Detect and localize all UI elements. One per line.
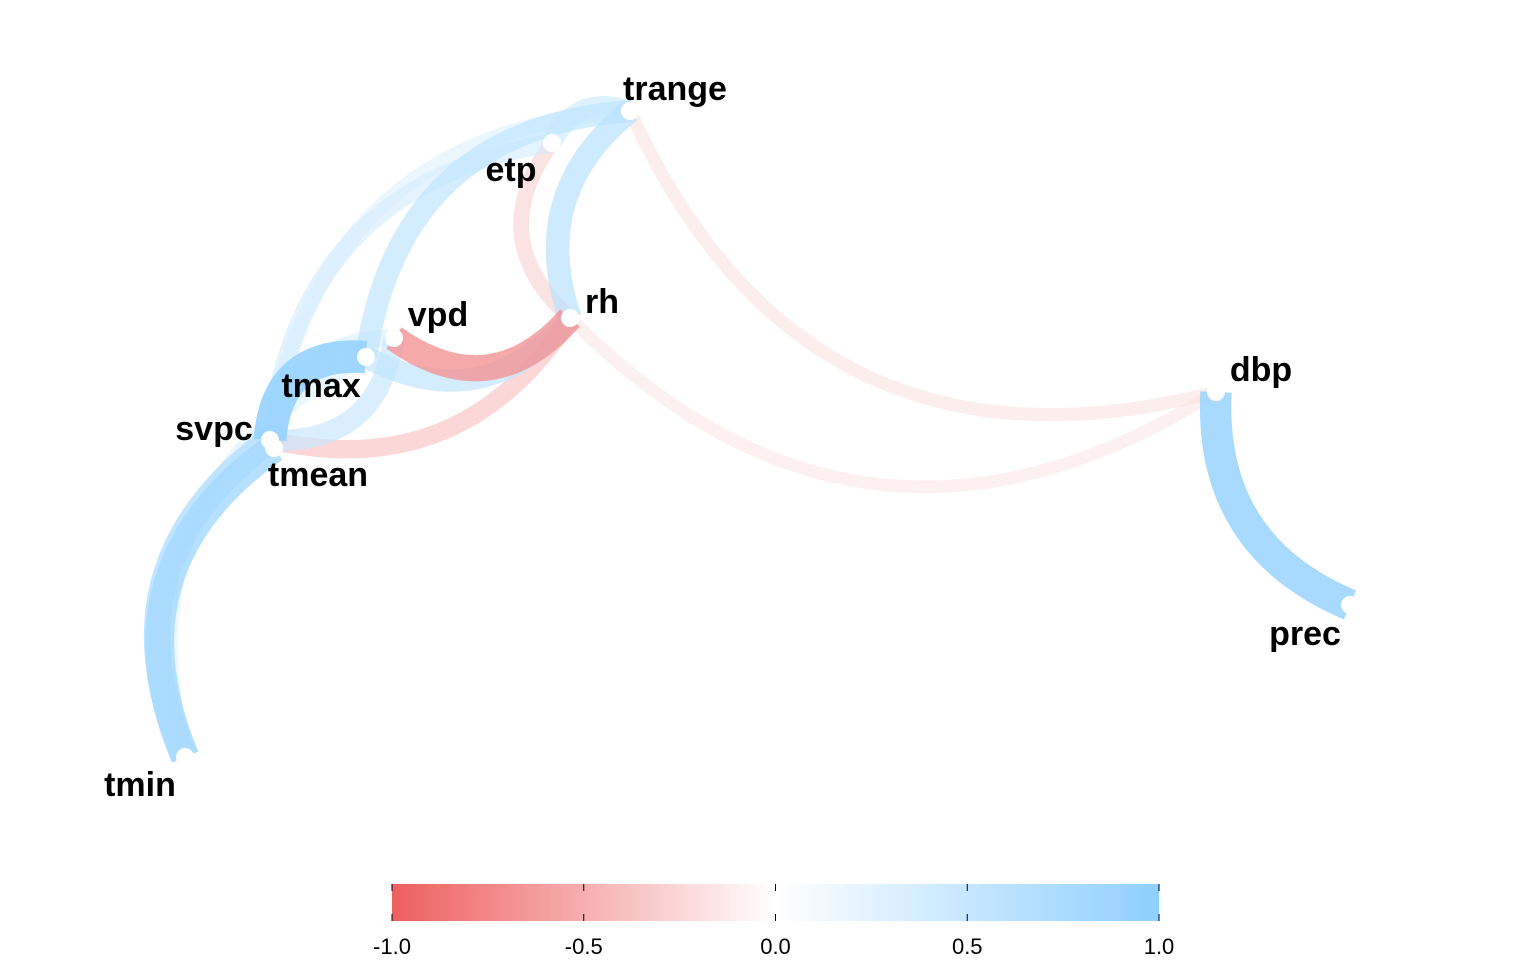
edge-etp-rh	[513, 138, 576, 324]
node-label-prec: prec	[1269, 615, 1341, 653]
node-tmax	[357, 348, 375, 366]
node-label-tmean: tmean	[268, 456, 368, 494]
colorbar-tick-label: 0.0	[760, 934, 791, 959]
edge-dbp-prec	[1199, 391, 1357, 620]
node-label-dbp: dbp	[1230, 351, 1292, 389]
colorbar-tick-label: 0.5	[952, 934, 983, 959]
edge-tmean-tmin	[145, 436, 283, 763]
edge-rh-dbp	[565, 313, 1220, 494]
nodes-layer	[176, 102, 1359, 766]
colorbar-tick-label: -0.5	[565, 934, 603, 959]
node-label-tmax: tmax	[281, 367, 360, 405]
node-label-tmin: tmin	[104, 766, 176, 804]
color-legend: -1.0 -0.5 0.0 0.5 1.0	[373, 884, 1174, 959]
edge-trange-dbp	[623, 108, 1218, 422]
node-label-etp: etp	[486, 151, 537, 189]
edge-tmax-svpc	[253, 340, 368, 442]
node-vpd	[385, 329, 403, 347]
edge-trange-rh	[545, 101, 638, 322]
node-tmean	[265, 439, 283, 457]
node-etp	[543, 134, 561, 152]
node-trange	[621, 102, 639, 120]
edges-layer	[143, 95, 1357, 763]
node-tmin	[176, 748, 194, 766]
node-label-svpc: svpc	[175, 410, 253, 448]
edge-trange-tmax	[354, 99, 631, 359]
colorbar-tick-label: -1.0	[373, 934, 411, 959]
node-label-rh: rh	[585, 283, 619, 321]
node-rh	[561, 309, 579, 327]
colorbar-tick-label: 1.0	[1144, 934, 1175, 959]
edge-vpd-rh	[386, 309, 580, 382]
node-label-trange: trange	[623, 70, 727, 108]
node-label-vpd: vpd	[408, 296, 468, 334]
node-dbp	[1207, 383, 1225, 401]
node-prec	[1341, 596, 1359, 614]
labels-layer: trange etp rh vpd tmax svpc tmean tmin dbp prec	[104, 70, 1341, 804]
